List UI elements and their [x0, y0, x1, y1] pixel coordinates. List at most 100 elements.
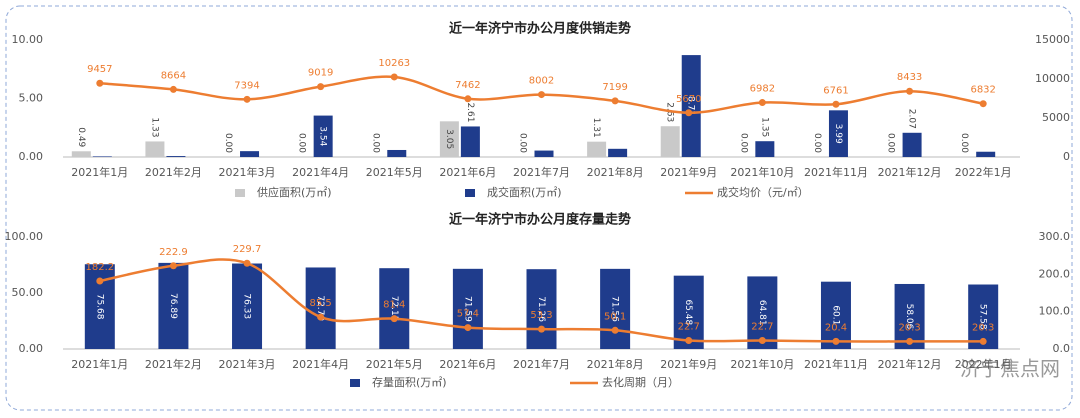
x-tick-label: 2022年1月 [955, 357, 1012, 371]
bar-value-label: 71.59 [462, 296, 472, 322]
line-value-label: 57.4 [457, 309, 479, 320]
x-tick-label: 2021年4月 [292, 165, 349, 179]
bar-value-label: 75.68 [94, 294, 104, 320]
bar-value-label: 2.61 [465, 102, 475, 122]
line-value-label: 9457 [87, 64, 112, 75]
legend-label: 供应面积(万㎡) [257, 185, 332, 199]
line-value-label: 8433 [897, 72, 922, 83]
bar [166, 156, 186, 157]
line-point [169, 85, 177, 93]
line-value-label: 20.3 [898, 322, 920, 333]
legend-swatch [235, 189, 245, 197]
legend-label: 去化周期（月） [602, 375, 679, 389]
x-tick-label: 2022年1月 [955, 165, 1012, 179]
legend-label: 成交面积(万㎡) [487, 185, 562, 199]
bar-value-label: 3.05 [444, 129, 454, 149]
line-point [906, 337, 914, 345]
line-value-label: 22.7 [751, 322, 773, 333]
bar [755, 141, 775, 157]
x-tick-label: 2021年12月 [878, 165, 942, 179]
bar [232, 263, 263, 349]
bar [145, 141, 165, 157]
bar-value-label: 72.15 [389, 296, 399, 322]
bar-value-label: 1.33 [149, 117, 159, 137]
x-tick-label: 2021年10月 [730, 357, 794, 371]
line-value-label: 22.7 [678, 322, 700, 333]
bar-value-label: 8.71 [686, 96, 696, 116]
line-point [390, 73, 398, 81]
bar [439, 121, 459, 157]
bar-value-label: 0.00 [812, 133, 822, 153]
watermark: 济宁焦点网 [960, 357, 1060, 381]
chart-title: 近一年济宁市办公月度存量走势 [449, 212, 631, 228]
bar-value-label: 3.54 [318, 126, 328, 146]
x-tick-label: 2021年4月 [292, 357, 349, 371]
bar-value-label: 76.33 [242, 293, 252, 319]
line-point [685, 109, 693, 117]
bar-value-label: 57.58 [978, 304, 988, 330]
x-tick-label: 2021年11月 [804, 165, 868, 179]
x-tick-label: 2021年11月 [804, 357, 868, 371]
bar [681, 55, 701, 157]
line-point [758, 99, 766, 107]
x-tick-label: 2021年12月 [878, 357, 942, 371]
bar [828, 110, 848, 157]
bar-value-label: 1.35 [759, 117, 769, 137]
bar-value-label: 3.99 [833, 124, 843, 144]
bar [747, 276, 778, 349]
bar [902, 132, 922, 157]
legend-swatch [350, 379, 360, 387]
line-point [243, 95, 251, 103]
line-point [685, 337, 693, 345]
bar [452, 268, 483, 349]
line-point [464, 324, 472, 332]
bar [305, 267, 336, 349]
bar [976, 151, 996, 157]
y-tick-label: 0.00 [19, 150, 44, 163]
line-point [243, 259, 251, 267]
line-point [832, 337, 840, 345]
bar [534, 150, 554, 157]
line-value-label: 85.5 [310, 298, 332, 309]
line-value-label: 9019 [308, 68, 333, 79]
y-tick-label: 5.00 [19, 92, 44, 105]
bar-value-label: 0.00 [886, 133, 896, 153]
bar-value-label: 71.56 [610, 296, 620, 322]
bar [600, 268, 631, 349]
line-point [169, 262, 177, 270]
line-value-label: 7199 [602, 82, 627, 93]
line-value-label: 8002 [529, 76, 554, 87]
line-point [832, 100, 840, 108]
bar [673, 275, 704, 349]
line-value-label: 6832 [970, 85, 995, 96]
line-value-label: 6982 [750, 84, 775, 95]
line-value-label: 5670 [676, 94, 701, 105]
bar [313, 115, 333, 157]
y2-tick-label: 0 [1063, 150, 1070, 163]
bar [660, 126, 680, 157]
y-tick-label: 0.00 [19, 342, 44, 355]
bar [158, 262, 189, 349]
line-point [979, 100, 987, 108]
line-point [611, 326, 619, 334]
y-tick-label: 100.00 [5, 230, 44, 243]
bar [379, 268, 410, 349]
bar-value-label: 0.00 [370, 133, 380, 153]
x-tick-label: 2021年8月 [587, 165, 644, 179]
bar [526, 269, 557, 349]
line-value-label: 20.3 [972, 322, 994, 333]
bar-value-label: 60.1 [830, 305, 840, 325]
line-value-label: 20.4 [825, 322, 847, 333]
x-tick-label: 2021年9月 [660, 165, 717, 179]
x-tick-label: 2021年2月 [145, 357, 202, 371]
x-tick-label: 2021年6月 [439, 165, 496, 179]
line-value-label: 53.3 [530, 310, 552, 321]
line-value-label: 10263 [378, 58, 410, 69]
line-value-label: 81.4 [383, 300, 405, 311]
line-point [96, 79, 104, 87]
line-point [906, 87, 914, 95]
line-point [538, 325, 545, 333]
y2-tick-label: 10000 [1035, 72, 1070, 85]
bar [71, 151, 91, 157]
